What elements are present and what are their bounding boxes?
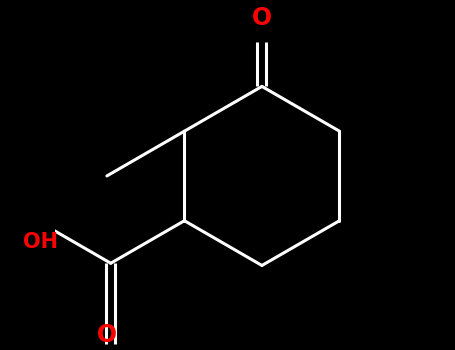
Text: O: O xyxy=(252,6,272,30)
Text: O: O xyxy=(97,323,117,347)
Text: OH: OH xyxy=(24,232,59,252)
